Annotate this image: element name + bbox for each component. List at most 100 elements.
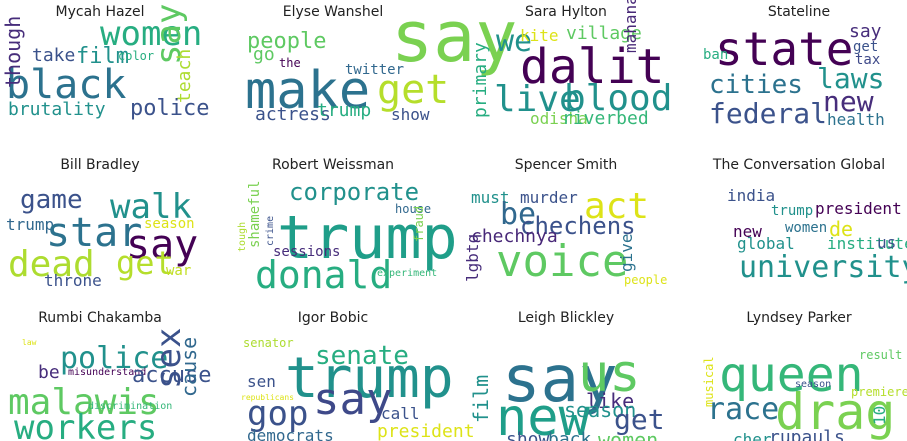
wordcloud: corporate house trump tough shameful crime fra… [233, 176, 458, 297]
cloud-word: blood [564, 78, 672, 119]
cloud-word: women [785, 220, 827, 236]
wordcloud: say people go make get the twitter actress trump… [233, 0, 517, 131]
cloud-word: mahanadi [621, 0, 640, 53]
cloud-word: tax [855, 52, 880, 68]
panel-title: Mycah Hazel [55, 4, 145, 20]
cloud-word: discrimination [88, 401, 172, 412]
cloud-word: chechens [520, 212, 636, 240]
cloud-word: actress [255, 104, 331, 125]
wordcloud-panel: Mycah Hazel women black say though take film co… [0, 3, 209, 133]
cloud-word: republicans [241, 393, 294, 402]
cloud-word: state [715, 22, 853, 76]
cloud-word: war [166, 263, 191, 279]
cloud-word: say [313, 374, 392, 425]
cloud-word: senator [243, 336, 294, 350]
cloud-word: primary [470, 42, 491, 118]
cloud-word: star [46, 210, 142, 256]
cloud-word: twitter [345, 62, 404, 78]
cloud-word: live [494, 79, 581, 120]
cloud-word: chechnya [471, 226, 558, 247]
cloud-word: health [827, 110, 885, 129]
cloud-word: new [496, 388, 591, 441]
cloud-word: us [877, 233, 896, 252]
cloud-word: cher [733, 430, 772, 441]
panel-title: Igor Bobic [297, 310, 369, 326]
wordcloud: we kite village dalit mahanadi primary live blo… [466, 0, 672, 131]
panel-title: Bill Bradley [60, 157, 140, 173]
wordcloud-panel: Robert Weissman corporate house trump tough s… [233, 156, 458, 297]
cloud-word: throne [44, 271, 102, 290]
cloud-word: rupauls [769, 427, 845, 441]
wordcloud-panel: The Conversation Global india trump preside… [699, 156, 907, 286]
cloud-word: season [564, 398, 636, 422]
cloud-word: ban [703, 47, 728, 63]
panel-title: Elyse Wanshel [282, 4, 384, 20]
cloud-word: village [566, 23, 642, 44]
cloud-word: black [6, 62, 126, 108]
cloud-word: house [395, 202, 431, 216]
cloud-word: say [391, 0, 517, 78]
cloud-word: donald [255, 253, 392, 297]
cloud-word: must [471, 188, 510, 207]
wordcloud-panel: Leigh Blickley film say us new like season get s… [466, 309, 666, 441]
cloud-word: president [377, 421, 475, 441]
cloud-word: dalit [520, 39, 665, 95]
cloud-word: corporate [289, 178, 419, 206]
panel-title: Rumbi Chakamba [38, 310, 162, 326]
wordcloud: must murder act be chechens chechnya voice give… [463, 176, 667, 287]
cloud-word: tough [237, 222, 248, 252]
panel-title: Sara Hylton [525, 4, 607, 20]
cloud-word: take [32, 45, 75, 66]
cloud-word: get [116, 244, 174, 282]
cloud-word: us [578, 344, 641, 404]
cloud-word: be [500, 197, 536, 232]
cloud-word: police [60, 341, 168, 376]
cloud-word: odisha [530, 109, 588, 128]
cloud-word: fraud [412, 206, 426, 242]
panel-title: Leigh Blickley [517, 310, 615, 326]
panel-title: Lyndsey Parker [746, 310, 852, 326]
cloud-word: federal [709, 97, 827, 130]
wordcloud: law police be misunderstand accuse malawis sex… [0, 328, 211, 441]
cloud-word: lgbtq [463, 234, 482, 282]
cloud-word: season [795, 379, 831, 390]
wordcloud: state say get tax ban cities laws federal new hea… [699, 21, 899, 131]
cloud-word: people [247, 29, 326, 54]
wordcloud-panel: Sara Hylton we kite village dalit mahanadi pri… [466, 0, 672, 133]
cloud-word: we [496, 24, 532, 59]
cloud-word: drag [775, 383, 895, 441]
cloud-word: crime [265, 216, 276, 246]
wordcloud-panel: Spencer Smith must murder act be chechens chec… [463, 156, 667, 287]
cloud-word: senate [315, 341, 409, 371]
cloud-word: sen [247, 372, 276, 391]
wordcloud-panel: Stateline state say get tax ban cities laws fede… [699, 3, 899, 133]
cloud-word: trump [285, 346, 454, 411]
wordcloud: women black say though take film color teach bru… [0, 4, 209, 131]
cloud-word: experiment [377, 268, 437, 279]
cloud-word: accuse [132, 363, 211, 388]
cloud-word: result [859, 348, 902, 362]
wordcloud-svg: must murder act bechechenschechnyavoicegive… [463, 186, 667, 287]
cloud-word: university [739, 250, 907, 285]
cloud-word: 10 [870, 406, 889, 425]
cloud-word: the [279, 56, 301, 70]
cloud-word: new [823, 85, 874, 118]
cloud-word: teach [174, 49, 195, 103]
cloud-word: riverbed [562, 108, 649, 129]
wordcloud-panel: Elyse Wanshel say people go make get the twitte… [233, 0, 517, 133]
wordcloud-panel: Lyndsey Parker musical queen result race drag… [699, 309, 907, 441]
cloud-word: film [76, 44, 129, 69]
cloud-word: premiere [851, 385, 907, 399]
cloud-word: dead [8, 244, 95, 285]
cloud-word: brutality [8, 99, 106, 120]
cloud-word: voice [496, 236, 628, 287]
